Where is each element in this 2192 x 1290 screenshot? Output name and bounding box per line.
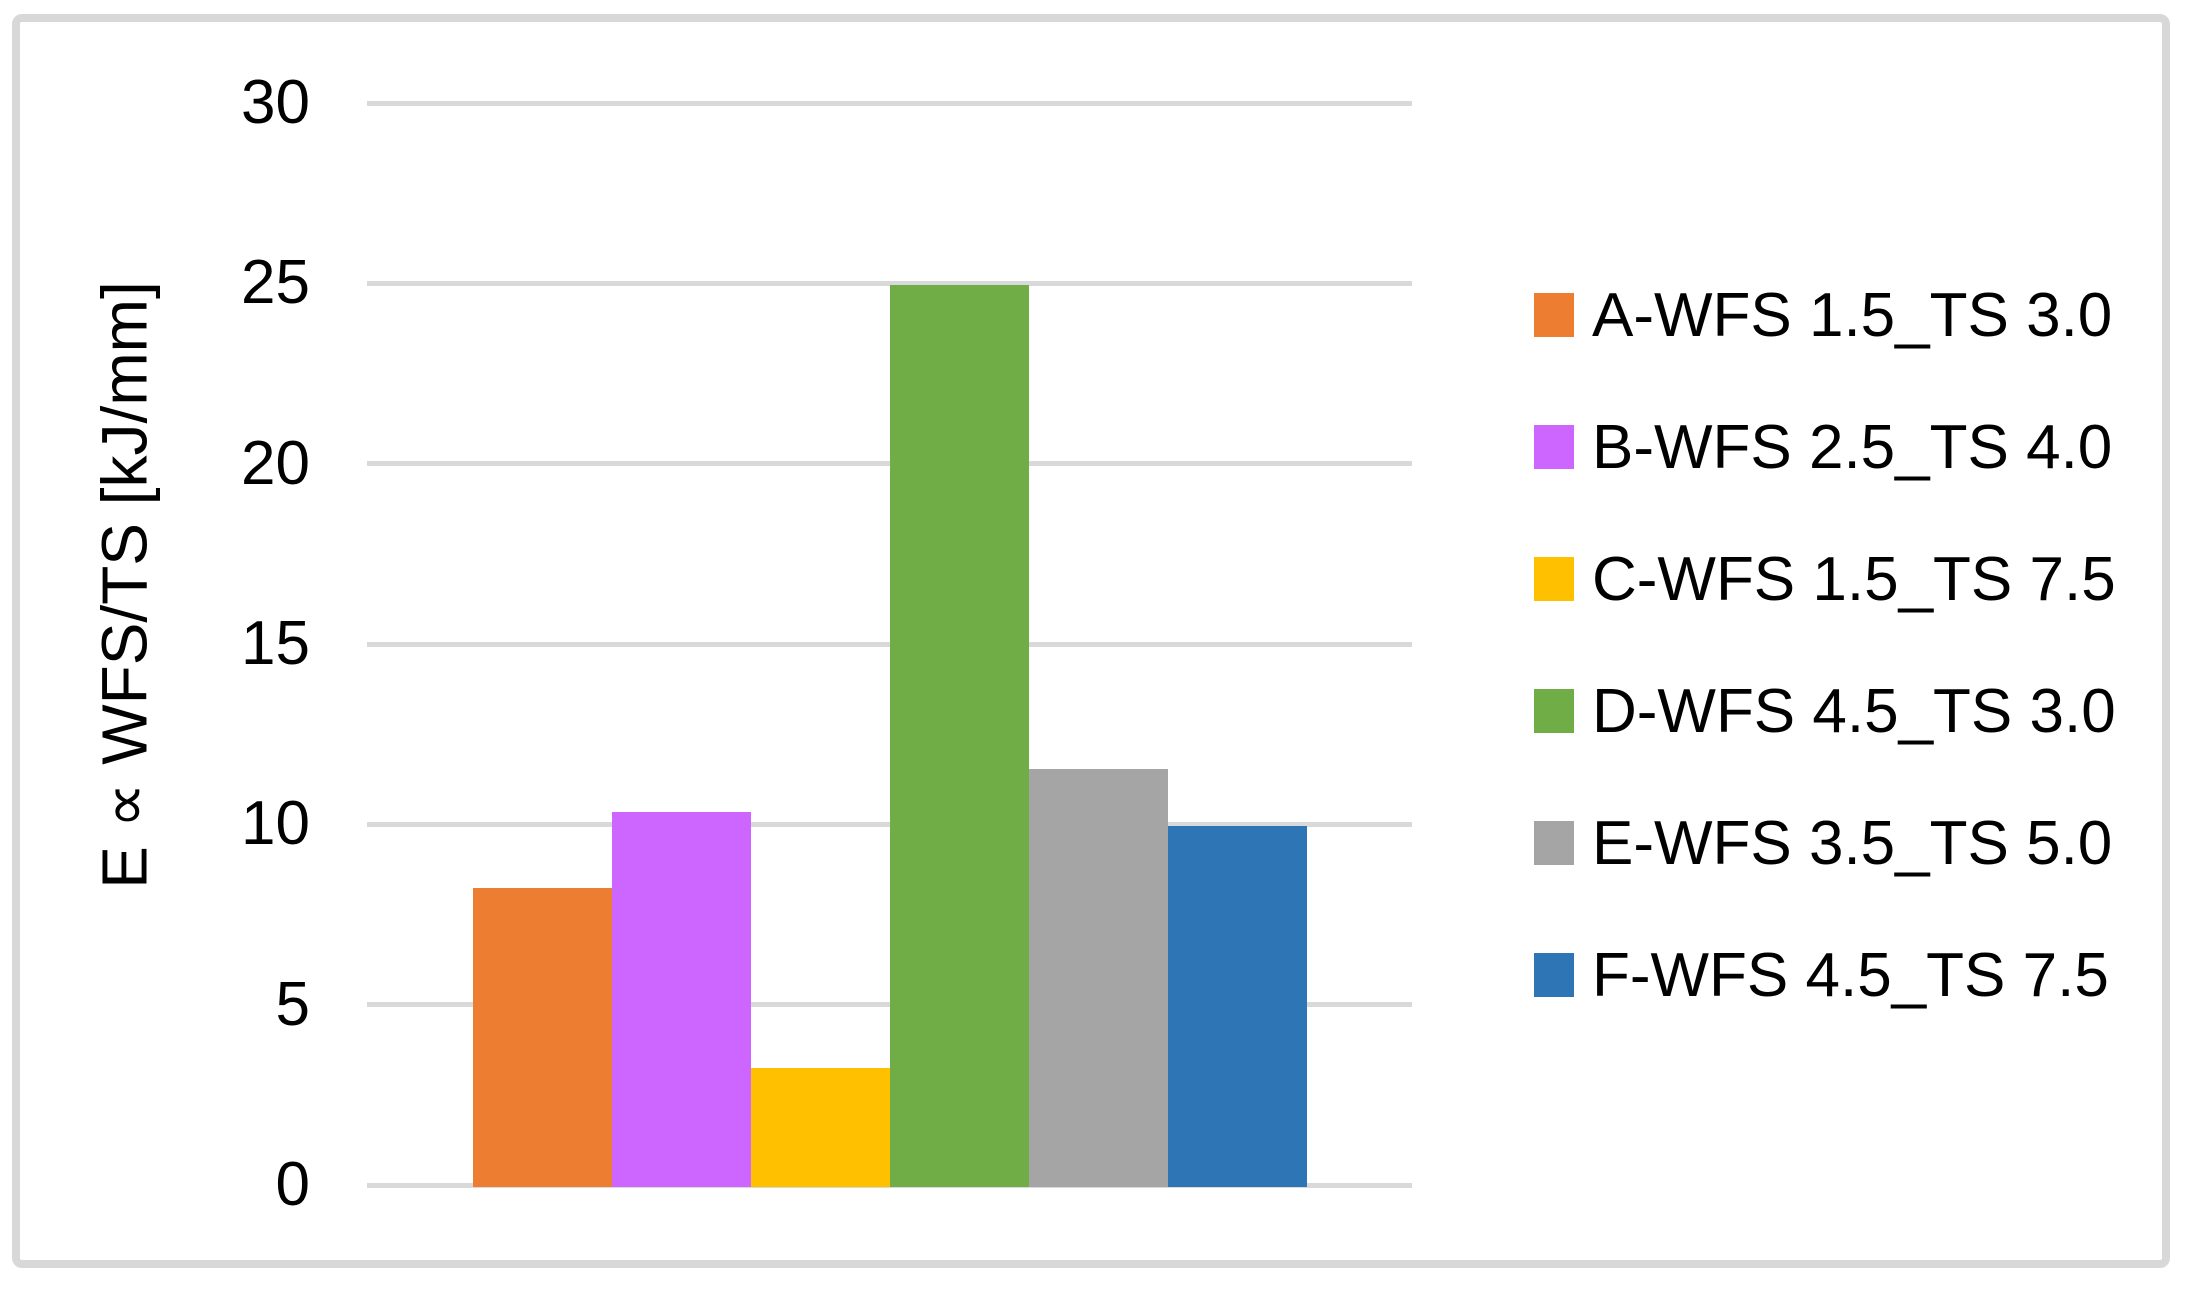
gridline-y-20 bbox=[367, 461, 1412, 467]
legend-item-f: F-WFS 4.5_TS 7.5 bbox=[1534, 909, 2109, 1041]
gridline-y-5 bbox=[367, 1002, 1412, 1008]
y-tick-label-20: 20 bbox=[241, 428, 310, 498]
legend-swatch-icon bbox=[1534, 689, 1574, 733]
legend-swatch-icon bbox=[1534, 293, 1574, 337]
bar-d bbox=[890, 285, 1029, 1187]
legend-item-c: C-WFS 1.5_TS 7.5 bbox=[1534, 513, 2116, 645]
y-tick-label-5: 5 bbox=[275, 969, 310, 1039]
legend-swatch-icon bbox=[1534, 821, 1574, 865]
gridline-y-10 bbox=[367, 821, 1412, 827]
gridline-y-25 bbox=[367, 280, 1412, 286]
legend-swatch-icon bbox=[1534, 425, 1574, 469]
bar-e bbox=[1029, 769, 1168, 1187]
y-tick-label-0: 0 bbox=[275, 1150, 310, 1219]
gridline-y-15 bbox=[367, 641, 1412, 647]
legend-item-d: D-WFS 4.5_TS 3.0 bbox=[1534, 645, 2116, 777]
legend-label: B-WFS 2.5_TS 4.0 bbox=[1592, 412, 2113, 482]
legend-swatch-icon bbox=[1534, 953, 1574, 997]
bar-f bbox=[1168, 826, 1307, 1187]
legend-label: E-WFS 3.5_TS 5.0 bbox=[1592, 808, 2113, 878]
legend-item-e: E-WFS 3.5_TS 5.0 bbox=[1534, 777, 2112, 909]
y-tick-label-15: 15 bbox=[241, 609, 310, 678]
legend-label: D-WFS 4.5_TS 3.0 bbox=[1592, 676, 2116, 746]
bar-c bbox=[751, 1068, 890, 1187]
y-tick-label-30: 30 bbox=[241, 68, 310, 137]
legend-swatch-icon bbox=[1534, 557, 1574, 601]
y-tick-label-25: 25 bbox=[241, 248, 310, 318]
bar-a bbox=[473, 888, 612, 1187]
legend-label: C-WFS 1.5_TS 7.5 bbox=[1592, 544, 2116, 614]
legend-item-a: A-WFS 1.5_TS 3.0 bbox=[1534, 249, 2112, 381]
gridline-y-30 bbox=[367, 100, 1412, 106]
bar-b bbox=[612, 812, 751, 1187]
y-tick-label-10: 10 bbox=[241, 789, 310, 859]
legend-item-b: B-WFS 2.5_TS 4.0 bbox=[1534, 381, 2112, 513]
y-axis-title: E ∝ WFS/TS [kJ/mm] bbox=[88, 281, 161, 889]
legend-label: F-WFS 4.5_TS 7.5 bbox=[1592, 940, 2109, 1010]
legend-label: A-WFS 1.5_TS 3.0 bbox=[1592, 280, 2113, 350]
